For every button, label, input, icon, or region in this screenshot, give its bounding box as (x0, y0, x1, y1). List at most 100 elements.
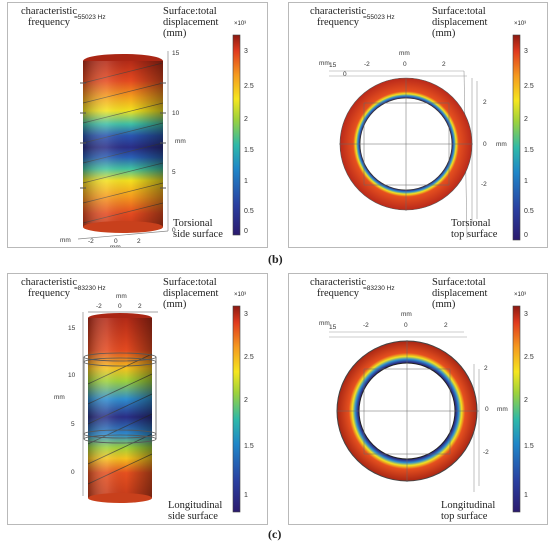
frequency-value: =55023 Hz (74, 14, 106, 21)
colorbar-exponent: ×10³ (234, 21, 247, 27)
torsional-top-plot: -2 0 2 mm 15 0 mm 2 0 -2 mm 3 2.5 2 1.5 … (319, 34, 534, 241)
colorbar-tick: 2 (524, 397, 528, 404)
torsional-top-panel: -2 0 2 mm 15 0 mm 2 0 -2 mm 3 2.5 2 1.5 … (288, 2, 548, 248)
displacement-label: Surface:total displacement (mm) (432, 277, 488, 310)
left-axis-ticks: 15 mm (319, 320, 337, 331)
top-tick: -2 (364, 61, 370, 68)
colorbar-exponent: ×10³ (514, 21, 527, 27)
right-tick: 2 (484, 365, 488, 372)
frequency-value: =83230 Hz (363, 285, 395, 292)
colorbar-tick: 3 (524, 311, 528, 318)
x-tick: 2 (137, 238, 141, 245)
colorbar-tick: 2.5 (524, 83, 534, 90)
z-axis-unit: mm (175, 138, 186, 145)
z-tick: 10 (68, 372, 76, 379)
colorbar-tick: 1.5 (524, 147, 534, 154)
x-axis-unit: mm (116, 293, 127, 300)
top-tick: 0 (403, 61, 407, 68)
colorbar-tick: 0 (524, 232, 528, 239)
right-axis-unit: mm (496, 141, 507, 148)
colorbar-ticks: 3 2.5 2 1.5 1 (524, 311, 534, 499)
top-tick: 0 (404, 322, 408, 329)
colorbar-ticks: 3 2.5 2 1.5 1 0.5 0 (524, 48, 534, 239)
z-tick: 15 (68, 325, 76, 332)
x-tick: 0 (118, 303, 122, 310)
surface-label: top surface (441, 511, 488, 522)
x-axis-ticks: -2 0 2 mm mm (60, 237, 141, 247)
colorbar-tick: 1.5 (244, 147, 254, 154)
top-tick: -2 (363, 322, 369, 329)
longitudinal-top-plot: -2 0 2 mm 15 mm 2 0 -2 mm 3 2.5 2 1.5 1 (319, 305, 534, 513)
left-axis-ticks: 15 0 mm (319, 60, 347, 78)
left-axis-unit: mm (319, 60, 330, 67)
colorbar-tick: 2.5 (244, 354, 254, 361)
colorbar-tick: 2 (244, 397, 248, 404)
z-axis-ticks: 15 10 5 0 mm (54, 325, 76, 476)
colorbar-tick: 1 (524, 178, 528, 185)
mode-label: Longitudinal (168, 500, 223, 511)
colorbar-exponent: ×10³ (234, 292, 247, 298)
torsional-side-plot: 15 10 5 0 mm -2 0 2 mm mm 3 2.5 2 1.5 1 … (60, 34, 254, 247)
x-tick: -2 (96, 303, 102, 310)
displacement-label: Surface:total displacement (mm) (432, 6, 488, 39)
right-tick: -2 (483, 449, 489, 456)
colorbar (232, 34, 241, 236)
z-axis-ticks: 15 10 5 0 mm (172, 50, 186, 234)
right-axis-ticks: 2 0 -2 mm (481, 99, 507, 188)
colorbar (512, 305, 521, 513)
x-tick: 0 (114, 238, 118, 245)
colorbar-tick: 1.5 (524, 443, 534, 450)
colorbar (512, 34, 521, 241)
top-axis-unit: mm (399, 50, 410, 57)
colorbar-tick: 3 (244, 48, 248, 55)
colorbar-ticks: 3 2.5 2 1.5 1 (244, 311, 254, 499)
right-tick: 2 (483, 99, 487, 106)
top-axis-ticks: -2 0 2 mm (363, 311, 448, 329)
z-tick: 10 (172, 110, 180, 117)
top-tick: 2 (444, 322, 448, 329)
colorbar-tick: 0.5 (524, 208, 534, 215)
right-tick: -2 (481, 181, 487, 188)
left-tick: 15 (329, 62, 337, 69)
right-axis-ticks: 2 0 -2 mm (483, 365, 508, 456)
caption-c: (c) (268, 527, 282, 541)
right-tick: 0 (483, 141, 487, 148)
colorbar-tick: 2 (244, 116, 248, 123)
colorbar-tick: 0.5 (244, 208, 254, 215)
frequency-label: characteristic frequency (310, 6, 366, 28)
x-axis-ticks: -2 0 2 mm (96, 293, 142, 310)
x-tick: -2 (88, 238, 94, 245)
mode-label: Torsional (451, 218, 491, 229)
colorbar-tick: 1.5 (244, 443, 254, 450)
x-axis-unit: mm (60, 237, 71, 244)
displacement-label: Surface:total displacement (mm) (163, 6, 219, 39)
surface-label: top surface (451, 229, 498, 240)
torsional-side-panel: 15 10 5 0 mm -2 0 2 mm mm 3 2.5 2 1.5 1 … (7, 2, 268, 248)
colorbar-tick: 1 (244, 492, 248, 499)
colorbar-tick: 2 (524, 116, 528, 123)
top-axis-ticks: -2 0 2 mm (364, 50, 446, 68)
mode-label: Torsional (173, 218, 213, 229)
left-tick: 15 (329, 324, 337, 331)
colorbar-tick: 3 (244, 311, 248, 318)
displacement-label: Surface:total displacement (mm) (163, 277, 219, 310)
longitudinal-side-panel: 15 10 5 0 mm -2 0 2 mm 3 2.5 2 1.5 1 cha… (7, 273, 268, 525)
x-tick: 2 (138, 303, 142, 310)
frequency-value: =55023 Hz (363, 14, 395, 21)
colorbar-tick: 2.5 (244, 83, 254, 90)
frequency-value: =83230 Hz (74, 285, 106, 292)
z-tick: 15 (172, 50, 180, 57)
z-tick: 0 (172, 227, 176, 234)
longitudinal-side-plot: 15 10 5 0 mm -2 0 2 mm 3 2.5 2 1.5 1 (54, 293, 254, 513)
x-axis-unit: mm (110, 244, 121, 247)
colorbar-tick: 1 (524, 492, 528, 499)
top-axis-unit: mm (401, 311, 412, 318)
colorbar-exponent: ×10³ (514, 292, 527, 298)
frequency-label: characteristic frequency (21, 277, 77, 299)
longitudinal-top-panel: -2 0 2 mm 15 mm 2 0 -2 mm 3 2.5 2 1.5 1 … (288, 273, 548, 525)
surface-label: side surface (173, 229, 223, 240)
right-axis-unit: mm (497, 406, 508, 413)
z-tick: 0 (71, 469, 75, 476)
z-tick: 5 (71, 421, 75, 428)
caption-b: (b) (268, 252, 283, 266)
